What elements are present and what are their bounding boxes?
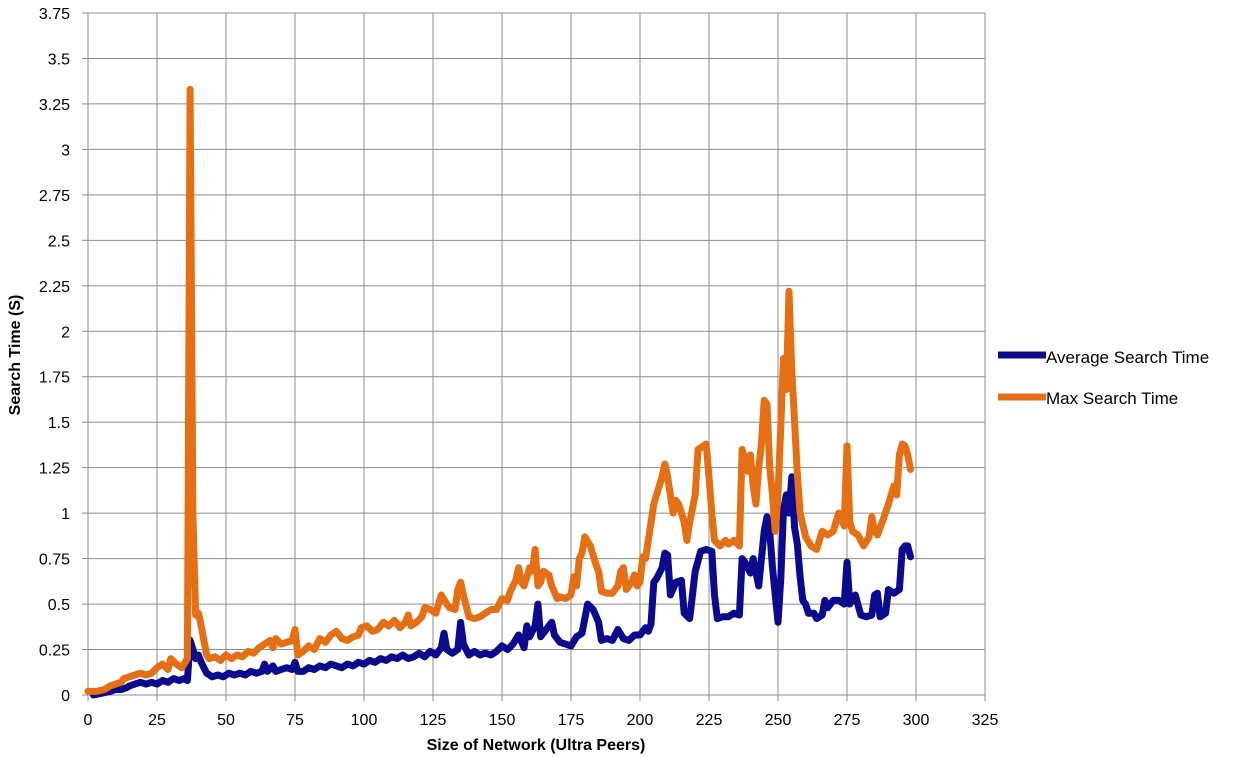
x-tick-label: 250 [765, 712, 792, 729]
y-tick-label: 2.75 [39, 188, 70, 205]
y-tick-label: 1.25 [39, 461, 70, 478]
x-tick-label: 125 [420, 712, 447, 729]
y-tick-label: 3 [61, 142, 70, 159]
x-tick-labels: 0 25 50 75 100 125 150 175 200 225 250 275 300 325 [84, 712, 999, 729]
y-tick-label: 2 [61, 324, 70, 341]
x-tick-label: 25 [148, 712, 166, 729]
x-tick-label: 150 [489, 712, 516, 729]
legend-label-average: Average Search Time [1046, 348, 1209, 367]
legend-label-max: Max Search Time [1046, 389, 1178, 408]
y-tick-label: 0 [61, 688, 70, 705]
legend: Average Search Time Max Search Time [998, 348, 1209, 408]
x-tick-label: 300 [903, 712, 930, 729]
y-tick-label: 0.25 [39, 643, 70, 660]
y-tick-label: 1 [61, 506, 70, 523]
y-tick-label: 1.5 [48, 415, 70, 432]
series-line-max-search-time [84, 85, 914, 695]
series-line-average-search-time [90, 473, 914, 699]
y-tick-labels: 0 0.25 0.5 0.75 1 1.25 1.5 1.75 2 2.25 2.5 2.75 3 3.2… [39, 6, 70, 705]
y-tick-label: 2.25 [39, 279, 70, 296]
y-tick-label: 2.5 [48, 233, 70, 250]
y-tick-label: 3.5 [48, 51, 70, 68]
x-tick-label: 75 [286, 712, 304, 729]
y-tick-label: 0.75 [39, 552, 70, 569]
x-tick-label: 50 [217, 712, 235, 729]
y-tick-label: 3.25 [39, 97, 70, 114]
axes [82, 12, 986, 701]
y-tick-label: 3.75 [39, 6, 70, 23]
x-tick-label: 0 [84, 712, 93, 729]
x-tick-label: 275 [834, 712, 861, 729]
series-layer [84, 85, 914, 699]
y-tick-label: 0.5 [48, 597, 70, 614]
x-tick-label: 325 [972, 712, 999, 729]
x-axis-title: Size of Network (Ultra Peers) [427, 737, 646, 754]
x-tick-label: 100 [351, 712, 378, 729]
y-axis-title: Search Time (S) [7, 295, 24, 416]
y-tick-label: 1.75 [39, 370, 70, 387]
x-tick-label: 175 [558, 712, 585, 729]
x-tick-label: 200 [627, 712, 654, 729]
x-tick-label: 225 [696, 712, 723, 729]
